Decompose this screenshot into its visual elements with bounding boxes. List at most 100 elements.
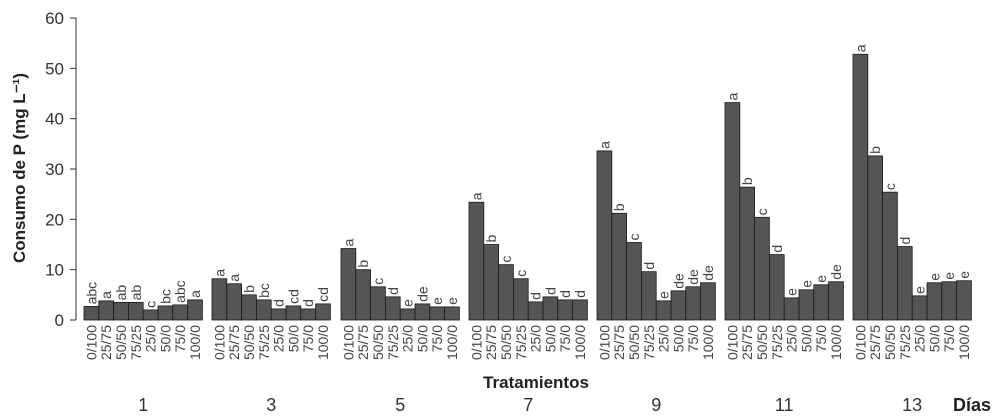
bar-day-3-100-0 xyxy=(315,303,331,321)
significance-letter: b xyxy=(611,203,627,211)
bar-day-11-25-75 xyxy=(739,186,755,321)
day-label: 7 xyxy=(523,395,533,415)
significance-letter: a xyxy=(226,274,242,282)
treatment-label: 50/50 xyxy=(882,325,898,360)
y-tick-label: 20 xyxy=(45,210,64,229)
significance-letter: e xyxy=(400,299,416,307)
treatment-label: 50/50 xyxy=(113,325,129,360)
bar-day-7-50-0 xyxy=(542,296,559,321)
significance-letter: b xyxy=(355,260,371,268)
significance-letter: e xyxy=(444,297,460,305)
significance-letter: c xyxy=(498,256,514,263)
significance-letter: abc xyxy=(172,280,188,303)
bar-day-7-0-100 xyxy=(468,201,485,321)
treatment-label: 75/0 xyxy=(557,325,573,352)
significance-letter: d xyxy=(542,287,558,295)
bar-day-5-75-0 xyxy=(429,306,445,321)
treatment-label: 75/25 xyxy=(256,325,272,360)
bar-day-7-25-0 xyxy=(527,301,544,321)
treatment-label: 0/100 xyxy=(340,325,356,360)
significance-letter: c xyxy=(882,183,898,190)
bar-day-9-25-0 xyxy=(655,300,672,321)
treatment-label: 25/75 xyxy=(739,325,755,360)
significance-letter: d xyxy=(385,287,401,295)
treatment-label: 100/0 xyxy=(572,325,588,360)
treatment-label: 50/0 xyxy=(157,325,173,352)
significance-letter: a xyxy=(340,239,356,247)
bar-day-1-50-0 xyxy=(157,305,174,321)
significance-letter: d xyxy=(641,262,657,270)
significance-letter: e xyxy=(941,272,957,280)
treatment-label: 25/0 xyxy=(271,325,287,352)
significance-letter: bc xyxy=(157,289,173,304)
significance-letter: c xyxy=(143,301,159,308)
bar-day-11-50-50 xyxy=(754,216,770,321)
bar-day-1-0-100 xyxy=(83,306,100,321)
treatment-label: 100/0 xyxy=(315,325,331,360)
significance-letter: c xyxy=(370,278,386,285)
bar-day-11-100-0 xyxy=(828,281,844,321)
y-axis: 0 10 20 30 40 50 60 xyxy=(45,9,77,330)
bar-day-3-75-25 xyxy=(255,299,272,321)
y-tick-label: 50 xyxy=(45,59,64,78)
significance-letter: d xyxy=(271,299,287,307)
treatment-label: 75/25 xyxy=(385,325,401,360)
treatment-label: 25/0 xyxy=(784,325,800,352)
bar-day-1-100-0 xyxy=(187,299,203,321)
bar-day-11-75-0 xyxy=(813,284,829,321)
treatment-label: 75/0 xyxy=(429,325,445,352)
significance-letter: d xyxy=(572,290,588,298)
treatment-label: 50/0 xyxy=(926,325,942,352)
significance-letter: e xyxy=(429,297,445,305)
treatment-label: 25/75 xyxy=(226,325,242,360)
bar-day-7-50-50 xyxy=(498,264,514,321)
significance-letter: abc xyxy=(83,282,99,305)
significance-letter: b xyxy=(483,235,499,243)
significance-letter: d xyxy=(528,292,544,300)
treatment-label: 50/0 xyxy=(414,325,430,352)
significance-letter: a xyxy=(98,291,114,299)
bar-day-13-25-75 xyxy=(867,155,883,321)
bar-day-11-75-25 xyxy=(769,254,785,321)
significance-letter: e xyxy=(926,273,942,281)
significance-letter: a xyxy=(211,269,227,277)
days-title: Días xyxy=(953,395,991,415)
bar-day-7-75-25 xyxy=(513,278,529,321)
x-axis-title: Tratamientos xyxy=(483,373,589,392)
bars xyxy=(83,53,972,321)
day-label: 5 xyxy=(395,395,405,415)
treatment-label: 25/75 xyxy=(483,325,499,360)
significance-letter: e xyxy=(656,291,672,299)
treatment-label: 50/0 xyxy=(542,325,558,352)
y-axis-title: Consumo de P (mg L⁻¹) xyxy=(10,73,29,263)
significance-letter: de xyxy=(828,264,844,280)
bar-day-9-50-0 xyxy=(670,290,687,321)
day-label: 13 xyxy=(902,395,922,415)
treatment-label: 75/25 xyxy=(769,325,785,360)
treatment-label: 75/25 xyxy=(513,325,529,360)
significance-letter: d xyxy=(769,245,785,253)
bar-day-9-100-0 xyxy=(700,282,716,321)
treatment-label: 100/0 xyxy=(187,325,203,360)
treatment-label: 50/50 xyxy=(241,325,257,360)
significance-letter: e xyxy=(956,271,972,279)
significance-letter: b xyxy=(241,285,257,293)
bar-day-13-75-0 xyxy=(941,281,957,321)
treatment-label: 50/50 xyxy=(498,325,514,360)
treatment-label: 50/0 xyxy=(798,325,814,352)
significance-letter: de xyxy=(670,273,686,289)
significance-letter: d xyxy=(557,290,573,298)
significance-letter: d xyxy=(897,237,913,245)
treatment-label: 100/0 xyxy=(956,325,972,360)
bar-day-13-0-100 xyxy=(852,53,869,321)
treatment-label: 50/0 xyxy=(285,325,301,352)
treatment-label: 50/0 xyxy=(670,325,686,352)
significance-letter: ab xyxy=(113,285,129,301)
treatment-label: 25/0 xyxy=(656,325,672,352)
significance-letter: cd xyxy=(285,289,301,304)
significance-letter: c xyxy=(626,233,642,240)
significance-letter: e xyxy=(912,286,928,294)
